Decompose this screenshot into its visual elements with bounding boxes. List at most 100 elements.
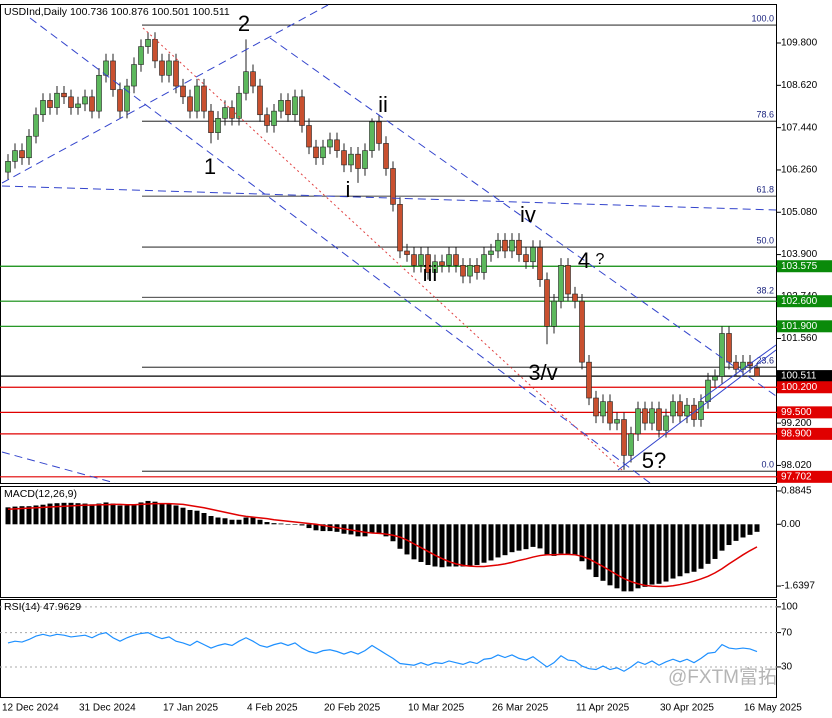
y-tick-label: 108.620 [781,80,818,91]
y-tick-label: 100 [781,602,798,613]
candle-body [124,85,130,112]
candle-body [89,96,95,112]
candle-body [635,408,641,435]
macd-bar [61,502,67,525]
macd-bar [712,524,718,559]
macd-bar [236,519,242,525]
candle-body [649,408,655,424]
level-box [777,381,832,394]
macd-bar [579,524,585,562]
macd-bar [313,524,319,531]
candle-body [306,125,312,148]
candle-body [481,254,487,273]
x-tick-label: 16 May 2025 [744,703,802,714]
candle-body [292,96,298,116]
x-tick-label: 4 Feb 2025 [247,703,298,714]
candle-body [96,74,102,112]
candle-body [516,239,522,255]
candle-body [418,254,424,266]
macd-bar [110,503,116,525]
level-label: 101.900 [781,321,818,332]
macd-bar [117,505,123,525]
macd-bar [320,524,326,532]
candle-body [474,265,480,273]
candle-body [12,150,18,162]
candle-body [75,103,81,108]
wave-label: ii [378,92,388,117]
candle-body [565,265,571,295]
macd-bar [243,517,249,525]
candle-body [33,114,39,137]
macd-bar [201,512,207,525]
macd-bar [558,524,564,554]
macd-bar [502,524,508,556]
macd-bar [68,502,74,525]
candle-body [187,96,193,112]
macd-bar [173,505,179,525]
macd-bar [614,524,620,589]
macd-bar [292,524,298,525]
macd-bar [250,517,256,525]
macd-bar [89,504,95,525]
macd-bar [432,524,438,567]
candle-body [572,293,578,302]
candle-body [425,254,431,273]
macd-bar [96,503,102,525]
candle-body [537,247,543,280]
y-tick-label: 105.080 [781,207,818,218]
macd-bar [180,507,186,525]
candle-body [684,404,690,417]
level-label: 98.900 [781,429,812,440]
macd-bar [537,524,543,549]
level-box [777,406,832,419]
macd-bar [33,505,39,525]
wave-label: 2 [238,11,250,36]
candle-body [257,85,263,116]
candle-body [411,254,417,266]
macd-bar [670,524,676,579]
macd-bar [12,506,18,525]
macd-bar [565,524,571,555]
candle-body [61,92,67,98]
candle-body [236,92,242,119]
plot: 100.0 78.6 61.8 50.0 38.2 23.6 0.0 [0,13,777,672]
macd-bar [705,524,711,564]
candle-body [467,265,473,277]
panel-title: MACD(12,26,9) [4,488,77,500]
macd-bar [194,510,200,525]
trend-line [617,349,777,471]
candle-body [579,300,585,363]
macd-bar [446,524,452,567]
candle-body [586,361,592,399]
candle-body [138,46,144,65]
macd-bar [740,524,746,538]
candle-body [446,254,452,266]
candle-body [460,265,466,277]
macd-bar [40,504,46,525]
macd-bar [628,524,634,592]
main-panel [0,4,777,484]
y-tick-label: 106.260 [781,165,818,176]
candle-body [733,361,739,370]
candle-body [712,376,718,381]
x-tick-label: 26 Mar 2025 [492,703,549,714]
y-tick-label: 0.00 [781,519,801,530]
fib-label: 78.6 [756,110,774,120]
macd-bar [481,524,487,563]
watermark: @FXTM富拓 [668,666,777,688]
candle-body [453,254,459,266]
candle-body [348,153,354,166]
candle-body [397,204,403,252]
level-box [777,470,832,483]
macd-bar [138,502,144,525]
candle-body [313,146,319,159]
macd-bar [257,519,263,525]
macd-bar [656,524,662,584]
macd-bar [523,524,529,550]
signal-line [7,502,758,588]
macd-bar [124,505,130,525]
candle-body [383,143,389,169]
candle-body [26,135,32,159]
level-label: 100.511 [781,371,817,382]
